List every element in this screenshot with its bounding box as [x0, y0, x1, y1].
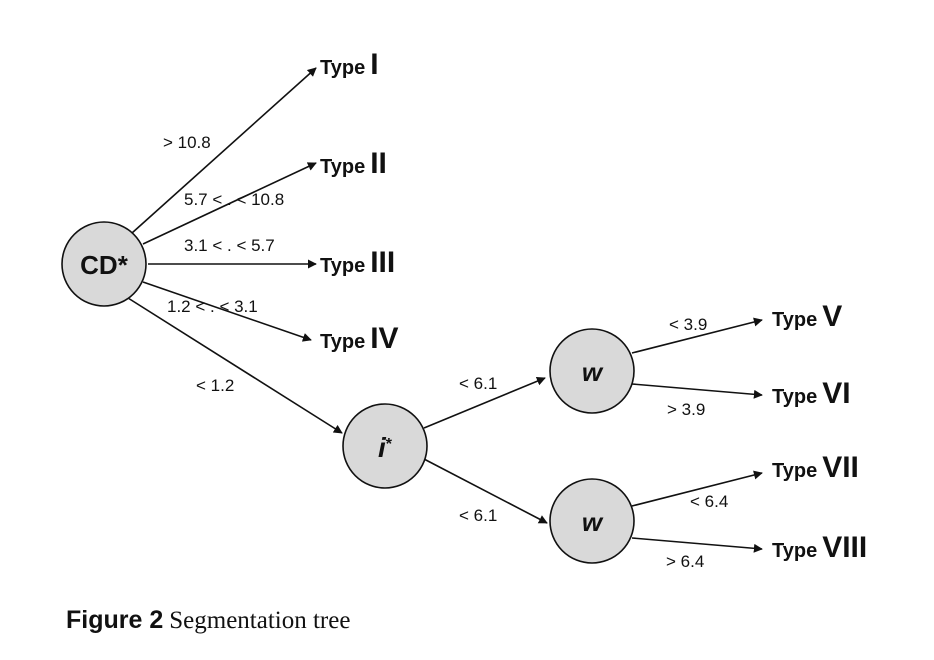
node-i-label: i* — [378, 432, 393, 463]
edge-label-type8: > 6.4 — [666, 552, 704, 571]
edge-label-type3: 3.1 < . < 5.7 — [184, 236, 275, 255]
node-w-upper: w — [549, 328, 635, 414]
leaf-type5: Type V — [772, 300, 842, 333]
figure-caption-label: Figure 2 — [66, 606, 164, 634]
edge-i-w-lower — [423, 458, 548, 524]
edge-cd-type4 — [142, 281, 312, 342]
node-cd: CD* — [61, 221, 147, 307]
edge-cd-type2 — [142, 162, 317, 245]
leaf-type2: Type II — [320, 147, 387, 180]
node-w-lower-label: w — [582, 507, 604, 537]
edge-w-lower-type7 — [631, 470, 763, 507]
edge-label-type5: < 3.9 — [669, 315, 707, 334]
edge-label-w-upper: < 6.1 — [459, 374, 497, 393]
leaf-type1: Type I — [320, 48, 379, 81]
edge-label-type6: > 3.9 — [667, 400, 705, 419]
edge-cd-type1 — [131, 67, 317, 234]
edge-w-lower-type8 — [631, 537, 763, 553]
figure-caption-text: Segmentation tree — [169, 607, 351, 634]
edge-label-type1: > 10.8 — [163, 133, 211, 152]
figure-caption: Figure 2 Segmentation tree — [66, 606, 350, 635]
node-cd-label: CD* — [80, 250, 129, 280]
node-w-upper-label: w — [582, 357, 604, 387]
edge-cd-i — [127, 297, 343, 434]
edge-w-upper-type6 — [631, 383, 763, 399]
edge-label-type4: 1.2 < . < 3.1 — [167, 297, 258, 316]
node-i: i* — [342, 403, 428, 489]
leaf-type6: Type VI — [772, 377, 851, 410]
leaf-type7: Type VII — [772, 451, 859, 484]
edge-label-i: < 1.2 — [196, 376, 234, 395]
node-w-lower: w — [549, 478, 635, 564]
edge-label-type2: 5.7 < . < 10.8 — [184, 190, 284, 209]
edge-w-upper-type5 — [631, 317, 763, 354]
edge-i-w-upper — [423, 376, 546, 429]
leaf-type8: Type VIII — [772, 531, 867, 564]
leaf-type3: Type III — [320, 246, 395, 279]
segmentation-tree-diagram: CD* i* w w > 10.8 5.7 < . < 10.8 3.1 < .… — [61, 48, 867, 571]
edge-label-w-lower: < 6.1 — [459, 506, 497, 525]
leaf-type4: Type IV — [320, 322, 399, 355]
edge-label-type7: < 6.4 — [690, 492, 728, 511]
